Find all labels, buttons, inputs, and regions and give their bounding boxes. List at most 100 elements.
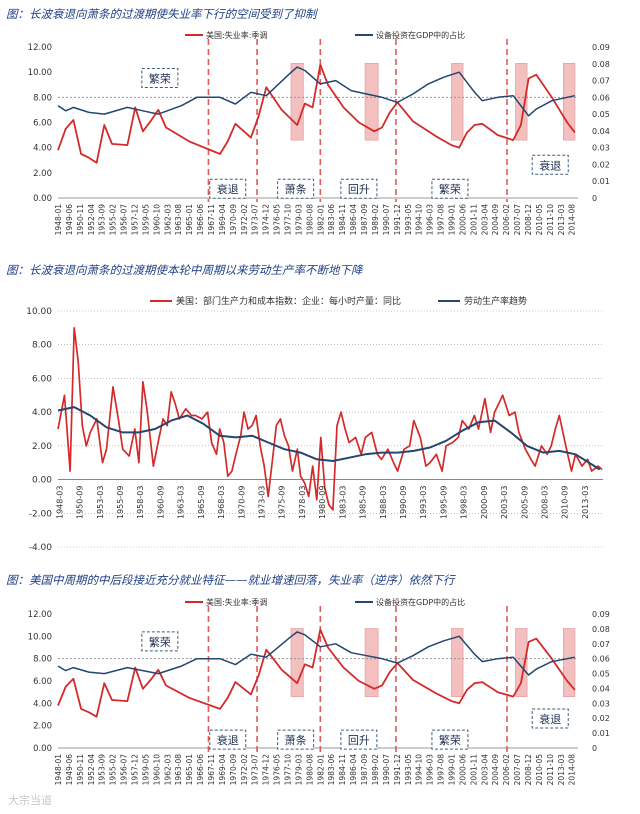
c1-shaded-bar-2 [451, 63, 464, 141]
c2-xtick-16: 1988-03 [379, 486, 388, 519]
c3-xtick-36: 1999-01 [447, 754, 456, 786]
c1-ytick-right-8: 0.08 [592, 60, 610, 69]
c3-xtick-26: 1984-11 [338, 754, 347, 786]
c1-shaded-bar-4 [563, 63, 576, 141]
c2-xtick-13: 1980-09 [318, 486, 327, 519]
c3-xtick-2: 1950-11 [76, 754, 85, 786]
c3-xtick-1: 1949-06 [65, 754, 74, 786]
c1-shaded-bar-3 [515, 63, 528, 141]
c1-ytick-left-3: 6.00 [33, 119, 52, 129]
c3-xtick-12: 1965-01 [185, 754, 194, 786]
c3-phase-label-4: 繁荣 [439, 733, 461, 747]
c1-xtick-11: 1963-08 [174, 204, 183, 236]
c1-xtick-28: 1987-09 [360, 204, 369, 236]
c1-xtick-42: 2007-07 [513, 204, 522, 236]
c2-xtick-6: 1963-03 [177, 486, 186, 519]
c1-xtick-38: 2001-11 [469, 204, 478, 236]
c3-xtick-22: 1979-03 [294, 754, 303, 786]
c2-ytick-3: 2.00 [32, 442, 52, 452]
c1-xtick-3: 1952-04 [87, 204, 96, 236]
c1-xtick-16: 1970-09 [229, 204, 238, 236]
c1-xtick-0: 1948-01 [54, 204, 63, 236]
c3-shaded-bar-4 [563, 628, 576, 697]
c1-phase-label-box-2 [277, 178, 315, 199]
c1-xtick-27: 1986-04 [349, 204, 358, 236]
c3-xtick-23: 1980-08 [305, 754, 314, 786]
c3-legend-label-1: 设备投资在GDP中的占比 [376, 597, 465, 607]
c1-series-line-1 [57, 66, 576, 117]
c1-xtick-30: 1990-07 [382, 204, 391, 236]
c1-ytick-left-4: 8.00 [33, 93, 52, 103]
c2-xtick-20: 1998-03 [460, 486, 469, 519]
c3-xtick-35: 1997-08 [437, 754, 446, 786]
c1-xtick-9: 1960-10 [152, 204, 161, 236]
c1-ytick-left-1: 2.00 [33, 169, 52, 179]
c3-xtick-30: 1990-07 [382, 754, 391, 786]
c3-xtick-42: 2007-07 [513, 754, 522, 786]
c1-xtick-2: 1950-11 [76, 204, 85, 236]
figure-3-title: 图：美国中周期的中后段接近充分就业特征——就业增速回落，失业率（逆序）依然下行 [6, 573, 455, 587]
c3-phase-label-1: 衰退 [217, 733, 239, 747]
c2-xtick-17: 1990-09 [399, 486, 408, 519]
c3-ytick-right-2: 0.02 [592, 714, 610, 723]
c3-phase-label-0: 繁荣 [149, 635, 171, 649]
c1-xtick-29: 1989-02 [371, 204, 380, 236]
c3-xtick-29: 1989-02 [371, 754, 380, 786]
c3-ytick-left-0: 0.00 [33, 744, 52, 754]
c1-phase-label-0: 繁荣 [149, 71, 171, 85]
c3-xtick-24: 1982-01 [316, 754, 325, 786]
c1-xtick-34: 1996-03 [426, 204, 435, 236]
c2-series-line-1 [57, 406, 601, 471]
c1-xtick-36: 1999-01 [447, 204, 456, 236]
c2-xtick-4: 1958-03 [136, 486, 145, 519]
c1-ytick-right-2: 0.02 [592, 160, 610, 169]
c1-phase-label-4: 繁荣 [439, 182, 461, 196]
c3-xtick-39: 2003-04 [480, 754, 489, 786]
c2-xtick-0: 1948-03 [55, 486, 64, 519]
c3-xtick-21: 1977-10 [284, 754, 293, 786]
c1-ytick-left-2: 4.00 [33, 144, 52, 154]
c3-xtick-7: 1957-12 [131, 754, 140, 786]
c1-ytick-left-0: 0.00 [33, 194, 52, 204]
c3-phase-label-2: 萧条 [285, 733, 307, 747]
c2-xtick-9: 1970-09 [237, 486, 246, 519]
c1-xtick-23: 1980-08 [305, 204, 314, 236]
c2-xtick-19: 1995-09 [439, 486, 448, 519]
c1-xtick-13: 1966-06 [196, 204, 205, 236]
c3-legend-label-0: 美国:失业率:季调 [206, 597, 267, 607]
c1-ytick-left-5: 10.00 [28, 68, 52, 78]
c1-xtick-46: 2013-03 [557, 204, 566, 236]
c3-xtick-31: 1991-12 [393, 754, 402, 786]
c2-xtick-25: 2010-09 [561, 486, 570, 519]
c3-ytick-right-8: 0.08 [592, 625, 610, 634]
c3-phase-label-box-4 [431, 729, 469, 750]
c1-phase-label-box-5 [531, 154, 569, 175]
c1-xtick-40: 2004-09 [491, 204, 500, 236]
c2-series-line-0 [57, 327, 603, 511]
c3-shaded-bar-1 [364, 628, 379, 697]
c1-xtick-15: 1969-04 [218, 204, 227, 236]
c3-xtick-34: 1996-03 [426, 754, 435, 786]
c3-phase-label-5: 衰退 [539, 712, 561, 726]
c1-xtick-24: 1982-01 [316, 204, 325, 236]
c3-ytick-right-3: 0.03 [592, 699, 610, 708]
c1-ytick-right-6: 0.06 [592, 93, 610, 102]
c2-xtick-26: 2013-03 [581, 486, 590, 519]
c1-xtick-12: 1965-01 [185, 204, 194, 236]
c2-xtick-21: 2000-09 [480, 486, 489, 519]
c1-xtick-10: 1962-03 [163, 204, 172, 236]
c3-ytick-left-2: 4.00 [33, 699, 52, 709]
figure-1-title: 图：长波衰退向萧条的过渡期使失业率下行的空间受到了抑制 [6, 7, 317, 21]
c3-xtick-16: 1970-09 [229, 754, 238, 786]
c2-xtick-7: 1965-09 [197, 486, 206, 519]
c1-xtick-17: 1972-02 [240, 204, 249, 236]
c1-xtick-14: 1967-11 [207, 204, 216, 236]
c3-xtick-18: 1973-07 [251, 754, 260, 786]
c2-xtick-12: 1978-03 [298, 486, 307, 519]
c1-xtick-19: 1974-12 [262, 204, 271, 236]
c2-xtick-15: 1985-09 [359, 486, 368, 519]
c3-xtick-20: 1976-05 [273, 754, 282, 786]
c1-xtick-47: 2014-08 [568, 204, 577, 236]
c1-xtick-5: 1955-02 [109, 204, 118, 236]
c1-shaded-bar-0 [290, 63, 304, 141]
